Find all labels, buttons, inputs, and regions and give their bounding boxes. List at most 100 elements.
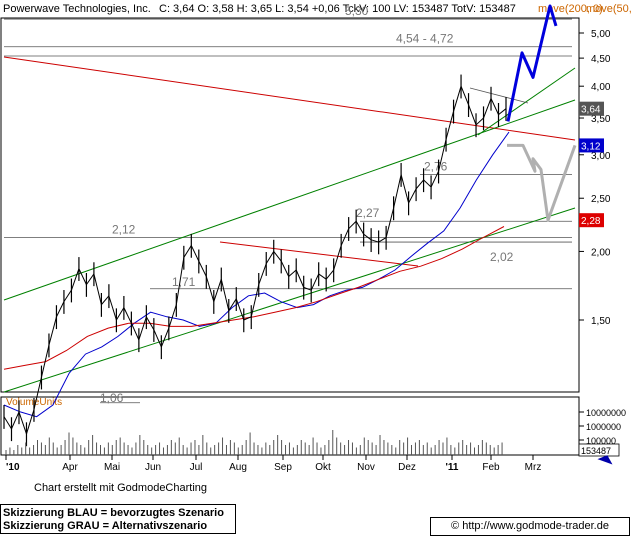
price-segment	[160, 327, 170, 348]
price-segment	[101, 295, 110, 305]
price-segment	[378, 237, 387, 243]
x-tick-label: Apr	[62, 462, 78, 473]
y-tick-label: 4,00	[591, 82, 611, 93]
x-tick-label: '11	[446, 462, 459, 473]
price-segment	[213, 279, 222, 302]
price-segment	[370, 239, 379, 243]
price-segment	[168, 304, 177, 329]
legend-grey: Skizzierung GRAU = Alternativszenario	[3, 520, 208, 532]
price-segment	[55, 301, 65, 318]
copyright-symbol: ©	[451, 520, 460, 532]
x-tick-label: '10	[6, 462, 20, 473]
level-label: 2,27	[356, 206, 380, 220]
price-segment	[423, 179, 432, 188]
x-tick-label: Okt	[315, 462, 331, 473]
website-link[interactable]: http://www.godmode-trader.de	[462, 520, 609, 532]
triangle-upper-line	[469, 87, 529, 104]
y-tick-label: 2,50	[591, 194, 611, 205]
price-segment	[453, 86, 462, 112]
grey-scenario	[507, 143, 577, 222]
price-segment	[3, 416, 12, 430]
level-label: 1,06	[100, 391, 124, 405]
price-segment	[243, 316, 252, 321]
price-segment	[385, 207, 395, 238]
price-segment	[355, 220, 365, 235]
x-tick-label: Mrz	[525, 462, 542, 473]
level-label: 5,30	[345, 4, 369, 18]
level-label: 1,71	[172, 275, 196, 289]
price-segment	[430, 171, 440, 188]
x-tick-label: Mai	[104, 462, 120, 473]
price-segment	[498, 108, 507, 116]
price-segment	[235, 298, 245, 321]
price-segment	[130, 322, 140, 341]
level-label: 4,54 - 4,72	[396, 32, 454, 46]
price-segment	[145, 316, 155, 330]
header-ma200: move(200, 0)	[538, 3, 603, 15]
price-segment	[108, 295, 117, 321]
volume-tick-label: 1000000	[586, 422, 621, 432]
level-label: 2,76	[424, 160, 448, 174]
red-downtrend-line	[219, 241, 419, 267]
volume-panel	[0, 396, 580, 456]
price-segment	[220, 279, 230, 311]
volume-bars	[5, 430, 503, 455]
price-segment	[48, 316, 57, 346]
y-tick-label: 3,50	[591, 114, 611, 125]
price-segment	[318, 273, 327, 280]
price-segment	[400, 174, 410, 204]
trendlines	[3, 56, 576, 393]
price-segment	[333, 245, 342, 271]
price-segment	[340, 228, 350, 246]
x-tick-label: Aug	[229, 462, 247, 473]
price-segment	[295, 269, 305, 288]
price-segment	[205, 276, 215, 302]
y-tick-label: 5,00	[591, 29, 611, 40]
price-segment	[303, 286, 312, 291]
price-segment	[250, 284, 260, 317]
x-tick-label: Jul	[190, 462, 203, 473]
time-axis: '10 Apr Mai Jun Jul Aug Sep Okt Nov Dez '11 Feb Mrz	[5, 455, 542, 473]
y-tick-label: 3,00	[591, 151, 611, 162]
price-tag-bg	[579, 138, 604, 153]
price-segment	[40, 345, 50, 378]
x-tick-label: Sep	[274, 462, 292, 473]
price-panel	[0, 17, 580, 393]
volume-tick-label: 100000	[586, 436, 616, 446]
x-tick-label: Dez	[398, 462, 416, 473]
price-segment	[265, 251, 275, 264]
price-tag-label: 3,12	[581, 141, 601, 152]
price-segment	[123, 307, 132, 324]
horizontal-levels: 5,30 4,54 - 4,72 2,76 2,27 2,12 2,02 1,71 1,06	[4, 4, 572, 405]
price-segment	[198, 260, 207, 277]
price-segment	[115, 307, 125, 321]
price-segment	[138, 316, 147, 341]
price-segment	[280, 260, 290, 277]
price-segment	[78, 268, 87, 285]
y-tick-label: 2,00	[591, 247, 611, 258]
price-segment	[348, 220, 357, 230]
scenario-legend: Skizzierung BLAU = bevorzugtes Szenario …	[0, 504, 236, 534]
x-tick-label: Feb	[482, 462, 500, 473]
price-segment	[438, 139, 447, 172]
price-tag-bg	[579, 213, 604, 228]
price-segment	[490, 98, 499, 115]
volume-tick-label: 10000000	[586, 408, 626, 418]
price-segment	[25, 409, 35, 435]
price-segment	[475, 117, 484, 126]
price-series	[3, 74, 507, 447]
volume-last-bg	[578, 443, 620, 457]
price-tag-bg	[579, 101, 604, 116]
price-axis: 5,00 4,50 4,00 3,50 3,00 2,50 2,00 1,50	[579, 29, 611, 327]
copyright-link[interactable]: © http://www.godmode-trader.de	[430, 517, 630, 536]
price-segment	[70, 268, 80, 291]
volume-last-label: 153487	[581, 446, 611, 456]
footer-credit: Chart erstellt mit GodmodeCharting	[34, 482, 208, 494]
level-label: 2,12	[112, 223, 136, 237]
price-segment	[63, 289, 72, 302]
legend-blue: Skizzierung BLAU = bevorzugtes Szenario	[3, 507, 224, 519]
price-segment	[175, 257, 185, 305]
scroll-arrow-icon[interactable]	[597, 453, 614, 465]
